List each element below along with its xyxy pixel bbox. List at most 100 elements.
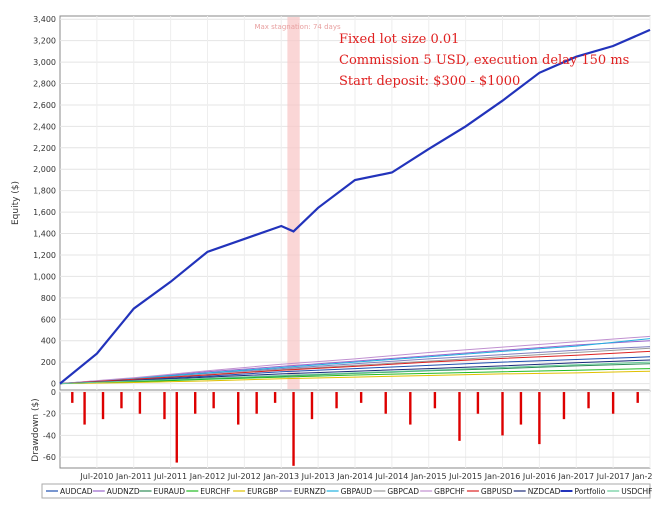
equity-y-tick-label: 400 <box>41 337 56 346</box>
equity-y-tick-label: 3,000 <box>33 58 56 67</box>
equity-y-tick-label: 2,800 <box>33 80 56 89</box>
series-line-audcad <box>59 356 651 385</box>
legend-label-audcad: AUDCAD <box>60 487 93 496</box>
drawdown-bar <box>611 392 615 414</box>
drawdown-bar <box>237 392 240 425</box>
equity-y-tick-label: 600 <box>41 315 56 324</box>
series-line-gbpchf <box>59 335 651 385</box>
x-tick-label: Jan-2018 <box>631 472 652 481</box>
series-line-eurgbp <box>59 370 651 385</box>
equity-y-tick-label: 1,000 <box>33 272 56 281</box>
equity-y-tick-label: 3,400 <box>33 15 56 24</box>
drawdown-bar <box>101 392 105 420</box>
legend-label-euraud: EURAUD <box>154 487 186 496</box>
legend-label-eurgbp: EURGBP <box>247 487 278 496</box>
drawdown-y-axis-label: Drawdown ($) <box>31 398 41 461</box>
x-tick-label: Jan-2015 <box>410 472 447 481</box>
equity-y-tick-label: 1,200 <box>33 251 56 260</box>
x-tick-label: Jan-2014 <box>336 472 373 481</box>
equity-y-tick-label: 200 <box>41 358 56 367</box>
drawdown-y-tick-label: -20 <box>43 410 56 419</box>
x-tick-label: Jul-2017 <box>596 472 630 481</box>
drawdown-bar <box>83 392 86 425</box>
legend-label-eurnzd: EURNZD <box>294 487 326 496</box>
stagnation-label: Max stagnation: 74 days <box>254 23 341 31</box>
drawdown-y-tick-label: -40 <box>43 431 56 440</box>
legend-label-usdchf: USDCHF <box>621 487 652 496</box>
drawdown-bar <box>587 392 590 409</box>
equity-y-axis-label: Equity ($) <box>11 181 21 225</box>
drawdown-y-tick-label: 0 <box>51 388 56 397</box>
x-tick-label: Jan-2016 <box>484 472 521 481</box>
series-line-nzdcad <box>59 359 651 385</box>
series-line-usdchf <box>59 361 651 385</box>
stagnation-band <box>287 17 300 389</box>
x-tick-label: Jul-2011 <box>153 472 187 481</box>
x-tick-label: Jul-2012 <box>227 472 261 481</box>
drawdown-bar <box>310 392 314 420</box>
legend-label-gbpchf: GBPCHF <box>434 487 465 496</box>
drawdown-bar <box>476 392 480 414</box>
drawdown-bar <box>292 392 295 466</box>
equity-y-tick-label: 2,400 <box>33 122 56 131</box>
equity-gridlines <box>60 16 651 390</box>
series-line-gbpaud <box>59 338 651 385</box>
drawdown-bar <box>71 392 74 403</box>
legend-label-audnzd: AUDNZD <box>107 487 140 496</box>
x-tick-label: Jul-2015 <box>448 472 482 481</box>
x-tick-label: Jan-2012 <box>189 472 226 481</box>
series-line-eurchf <box>59 368 651 385</box>
series-line-gbpusd <box>59 350 651 385</box>
equity-y-tick-label: 0 <box>51 380 56 389</box>
equity-y-tick-label: 800 <box>41 294 56 303</box>
drawdown-bar <box>212 392 215 409</box>
equity-y-tick-label: 2,200 <box>33 144 56 153</box>
drawdown-bar <box>458 392 461 441</box>
equity-y-tick-label: 1,400 <box>33 230 56 239</box>
drawdown-y-tick-label: -60 <box>43 453 56 462</box>
drawdown-bar <box>433 392 437 409</box>
equity-y-tick-label: 3,200 <box>33 37 56 46</box>
drawdown-bar <box>120 392 123 409</box>
drawdown-bar <box>335 392 338 409</box>
annotation-start-deposit: Start deposit: $300 - $1000 <box>339 74 520 89</box>
equity-y-tick-label: 2,600 <box>33 101 56 110</box>
drawdown-bar <box>519 392 523 425</box>
drawdown-bar <box>409 392 412 425</box>
legend-box <box>41 483 651 499</box>
equity-y-ticks: 0 200 400 600 800 1,000 1,200 1,400 1,600 1,800 2,… <box>33 15 56 388</box>
legend: AUDCAD AUDNZD EURAUD EURCHF EURGBP EURNZD GBPA… <box>46 487 652 496</box>
drawdown-bar <box>273 392 277 403</box>
drawdown-bar <box>359 392 363 403</box>
x-tick-label: Jan-2011 <box>115 472 152 481</box>
legend-label-gbpusd: GBPUSD <box>481 487 513 496</box>
x-tick-label: Jan-2013 <box>262 472 299 481</box>
equity-series <box>59 28 651 385</box>
drawdown-bar <box>175 392 178 463</box>
drawdown-bar <box>384 392 387 414</box>
drawdown-bar <box>163 392 166 420</box>
x-axis-ticks: Jul-2010 Jan-2011 Jul-2011 Jan-2012 Jul-2012… <box>79 472 652 481</box>
drawdown-bar <box>636 392 639 403</box>
drawdown-bars <box>71 392 639 466</box>
series-line-portfolio <box>59 28 651 385</box>
drawdown-bar <box>138 392 142 414</box>
drawdown-y-ticks: 0 -20 -40 -60 <box>43 388 56 462</box>
legend-label-gbpcad: GBPCAD <box>387 487 419 496</box>
drawdown-bar <box>255 392 258 414</box>
legend-label-eurchf: EURCHF <box>200 487 230 496</box>
equity-y-tick-label: 1,800 <box>33 187 56 196</box>
legend-label-gbpaud: GBPAUD <box>341 487 373 496</box>
x-tick-label: Jul-2016 <box>522 472 556 481</box>
annotation-commission: Commission 5 USD, execution delay 150 ms <box>339 53 629 68</box>
equity-y-tick-label: 2,000 <box>33 165 56 174</box>
legend-label-portfolio: Portfolio <box>574 487 605 496</box>
drawdown-bar <box>562 392 566 420</box>
x-tick-label: Jan-2017 <box>557 472 594 481</box>
x-tick-label: Jul-2010 <box>79 472 113 481</box>
x-tick-label: Jul-2014 <box>374 472 408 481</box>
x-tick-label: Jul-2013 <box>301 472 335 481</box>
equity-y-tick-label: 1,600 <box>33 208 56 217</box>
drawdown-bar <box>501 392 504 436</box>
